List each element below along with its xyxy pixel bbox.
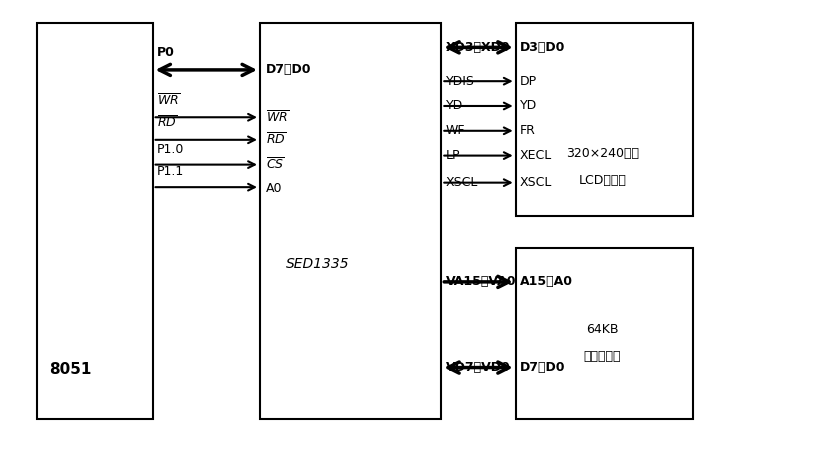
Text: 320×240点阵: 320×240点阵	[566, 147, 639, 160]
Text: 显示缓冲区: 显示缓冲区	[583, 350, 621, 363]
Bar	[260, 23, 441, 419]
Text: 8051: 8051	[49, 362, 92, 377]
Text: XSCL: XSCL	[520, 176, 552, 189]
Text: YD: YD	[520, 100, 537, 112]
Text: $\overline{RD}$: $\overline{RD}$	[266, 132, 286, 147]
Text: P0: P0	[157, 46, 175, 59]
Text: YD: YD	[446, 100, 463, 112]
Text: XECL: XECL	[520, 149, 552, 162]
Text: $\overline{WR}$: $\overline{WR}$	[266, 110, 289, 125]
Text: $\overline{WR}$: $\overline{WR}$	[157, 93, 180, 108]
Text: P1.1: P1.1	[157, 165, 184, 178]
Text: D7～D0: D7～D0	[266, 64, 311, 76]
Text: 64KB: 64KB	[586, 323, 619, 336]
Text: D3～D0: D3～D0	[520, 41, 565, 54]
Text: SED1335: SED1335	[285, 257, 350, 271]
Text: XD3～XD0: XD3～XD0	[446, 41, 510, 54]
Bar	[37, 23, 153, 419]
Text: VA15～VA0: VA15～VA0	[446, 276, 516, 288]
Text: XSCL: XSCL	[446, 176, 478, 189]
Text: LP: LP	[446, 149, 460, 162]
Bar	[516, 248, 693, 419]
Text: $\overline{CS}$: $\overline{CS}$	[266, 157, 285, 172]
Text: A15～A0: A15～A0	[520, 276, 573, 288]
Text: P1.0: P1.0	[157, 143, 184, 156]
Text: DP: DP	[520, 75, 537, 87]
Bar	[516, 23, 693, 216]
Text: YDIS: YDIS	[446, 75, 474, 87]
Text: D7～D0: D7～D0	[520, 361, 565, 374]
Text: $\overline{RD}$: $\overline{RD}$	[157, 115, 177, 131]
Text: VD7～VD0: VD7～VD0	[446, 361, 510, 374]
Text: A0: A0	[266, 182, 282, 195]
Text: WF: WF	[446, 124, 465, 137]
Text: FR: FR	[520, 124, 535, 137]
Text: LCD显示器: LCD显示器	[578, 174, 626, 187]
